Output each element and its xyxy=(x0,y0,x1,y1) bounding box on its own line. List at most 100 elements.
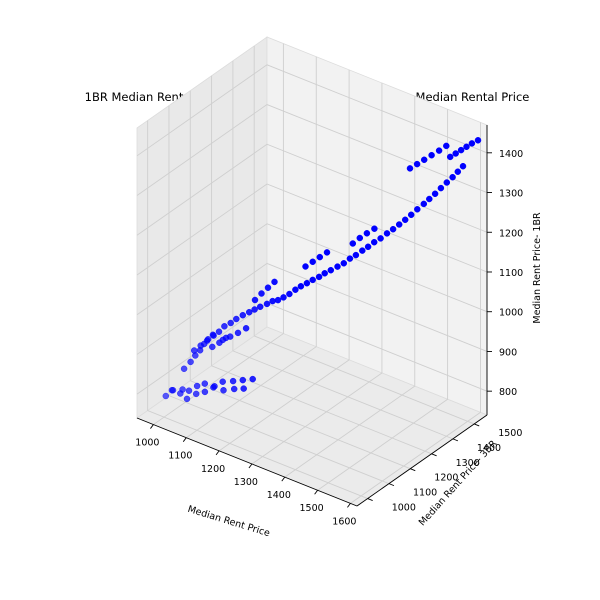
data-point xyxy=(468,140,476,147)
data-point xyxy=(389,225,397,233)
z-grid-line xyxy=(136,104,488,196)
data-point xyxy=(211,383,218,390)
x-tick-mark xyxy=(150,424,154,429)
x-tick-mark xyxy=(248,463,253,469)
data-point xyxy=(179,386,186,393)
data-point xyxy=(449,173,456,181)
data-point xyxy=(180,365,188,373)
x-tick-mark xyxy=(215,450,220,456)
data-point xyxy=(401,216,409,224)
data-point xyxy=(327,266,335,274)
z-tick-label: 900 xyxy=(499,347,517,358)
x-grid-line xyxy=(251,82,383,465)
x-axis-line xyxy=(136,417,358,507)
x-tick-label: 1400 xyxy=(267,490,291,501)
data-point xyxy=(437,184,445,192)
x-tick-label: 1500 xyxy=(300,503,324,514)
data-point xyxy=(426,195,433,203)
z-tick-label: 800 xyxy=(499,387,517,398)
data-point xyxy=(414,206,421,213)
data-point xyxy=(249,375,256,383)
data-point xyxy=(219,336,227,344)
x-tick-label: 1300 xyxy=(234,477,258,488)
data-point xyxy=(303,279,311,287)
y-grid-line xyxy=(232,60,454,440)
data-point xyxy=(227,319,234,327)
data-point xyxy=(219,378,226,385)
data-point xyxy=(349,240,357,247)
y-grid-line xyxy=(253,45,475,425)
axis-lines xyxy=(136,125,488,507)
data-point xyxy=(395,221,403,228)
data-point xyxy=(309,258,316,266)
data-point xyxy=(457,146,465,154)
data-point xyxy=(193,382,201,390)
z-tick-label: 1400 xyxy=(499,149,523,160)
data-point xyxy=(274,296,282,304)
z-grid-line xyxy=(136,64,488,157)
data-point xyxy=(454,168,462,175)
data-point xyxy=(406,165,414,172)
x-tick-label: 1000 xyxy=(135,438,159,449)
data-point xyxy=(352,251,360,259)
x-tick-mark xyxy=(281,476,286,482)
data-point xyxy=(321,270,328,277)
y-tick-label: 1500 xyxy=(498,428,522,439)
data-point xyxy=(271,278,278,286)
y-tick-mark xyxy=(474,423,480,427)
x-axis-label: Median Rent Price xyxy=(186,504,271,540)
z-tick-label: 1000 xyxy=(499,308,523,319)
y-axis-line xyxy=(356,414,488,507)
data-point xyxy=(221,323,228,330)
x-tick-label: 1100 xyxy=(168,451,192,462)
data-point xyxy=(209,343,216,351)
data-point xyxy=(229,377,237,385)
data-point xyxy=(377,235,384,242)
y-tick-mark xyxy=(410,468,416,472)
data-point xyxy=(201,388,209,396)
data-point xyxy=(297,283,305,290)
axis-panes xyxy=(136,36,488,507)
data-point xyxy=(201,380,209,387)
data-point xyxy=(192,352,199,359)
data-point xyxy=(263,300,271,308)
y-tick-label: 1200 xyxy=(434,473,458,484)
data-point xyxy=(215,328,223,335)
data-point xyxy=(192,390,200,398)
data-point xyxy=(234,329,242,337)
y-tick-mark xyxy=(431,453,437,457)
data-point xyxy=(242,325,250,332)
data-point xyxy=(264,284,272,291)
data-point xyxy=(230,385,238,393)
data-point xyxy=(334,263,341,270)
z-grid-line xyxy=(136,143,488,236)
z-grid-line xyxy=(136,223,488,316)
x-grid-line xyxy=(218,69,350,452)
y-grid-line xyxy=(147,120,368,499)
data-point xyxy=(240,385,247,392)
data-point xyxy=(323,249,331,256)
data-point xyxy=(169,386,177,394)
data-point xyxy=(309,276,316,284)
data-point xyxy=(443,179,451,186)
data-point xyxy=(428,151,435,159)
y-grid-line xyxy=(211,75,432,455)
data-point xyxy=(446,153,454,161)
data-points xyxy=(162,137,482,403)
z-axis-label: Median Rent Price- 1BR xyxy=(532,212,543,324)
data-point xyxy=(162,392,170,400)
x-grid-line xyxy=(350,122,481,504)
data-point xyxy=(420,200,428,208)
data-point xyxy=(364,243,372,251)
z-grid-line xyxy=(136,262,488,355)
y-tick-label: 1000 xyxy=(392,503,416,514)
data-point xyxy=(200,340,208,348)
z-tick-label: 1100 xyxy=(499,268,523,279)
data-point xyxy=(315,273,323,281)
z-tick-label: 1200 xyxy=(499,228,523,239)
data-point xyxy=(185,387,193,394)
data-point xyxy=(463,143,470,151)
data-point xyxy=(371,225,378,232)
data-point xyxy=(443,142,450,150)
